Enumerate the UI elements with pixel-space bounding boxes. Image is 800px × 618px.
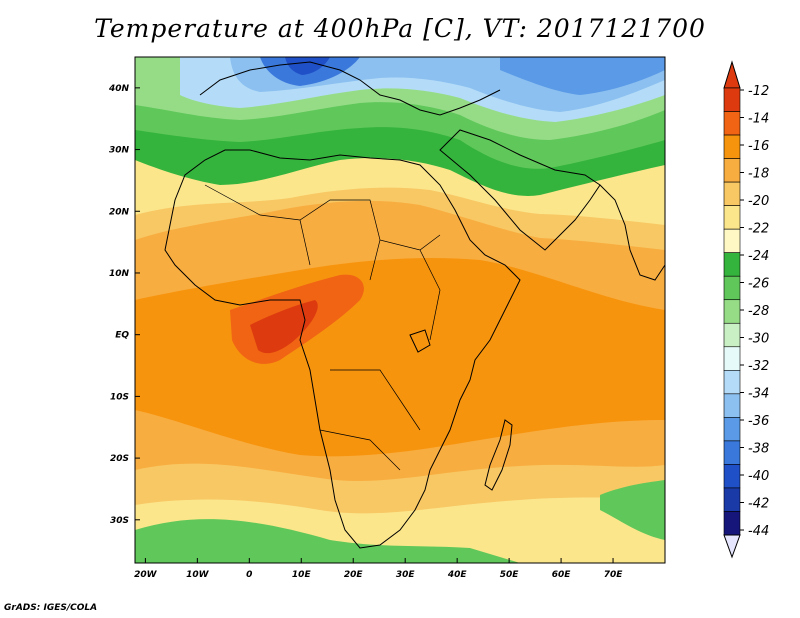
colorbar-label: -44 [748,524,769,539]
y-tick-label: 40N [108,84,130,94]
madagascar-coastline [484,419,513,491]
colorbar-swatch [723,322,741,348]
colorbar-swatch [723,158,741,183]
plot-frame [134,56,666,564]
colorbar-swatch [723,393,741,418]
x-tick-label: 70E [604,570,624,580]
colorbar-label: -40 [748,469,769,484]
colorbar-swatch [723,252,741,277]
colorbar-label: -14 [748,112,769,127]
y-tick-label: 20N [109,207,130,217]
colorbar-label: -32 [748,359,769,374]
colorbar-label: -42 [748,497,769,512]
colorbar-swatch [723,275,741,301]
colorbar-top-arrow [723,60,741,89]
colorbar-swatch [723,134,741,159]
colorbar-label: -30 [748,332,769,347]
colorbar-swatch [723,464,741,489]
field-red-core [250,300,318,354]
colorbar-swatch [723,111,741,136]
x-tick-label: 60E [552,570,572,580]
field-south-green-east [600,480,665,540]
x-tick-label: 40E [447,570,468,580]
colorbar: -12 -14 -16 -18 -20 -22 -24 -26 -28 -30 -32 -34 -36 -… [723,60,769,559]
colorbar-label: -36 [748,414,769,429]
x-tick-label: 50E [500,570,520,580]
colorbar-swatch [723,181,741,206]
field-south-green [135,519,520,563]
colorbar-swatch [723,87,741,112]
x-tick-label: 20W [134,570,158,580]
colorbar-swatch [723,417,741,442]
arabia-coastline [439,129,601,251]
colorbar-label: -16 [748,139,769,154]
grads-credit: GrADS: IGES/COLA [4,603,98,613]
colorbar-swatch [723,299,741,324]
colorbar-swatch [723,346,741,371]
africa-coastline [164,149,521,549]
colorbar-swatch [723,205,741,230]
colorbar-label: -26 [748,277,769,292]
y-tick-label: 20S [110,454,129,464]
colorbar-label: -38 [748,442,769,457]
europe-coastline [199,61,501,116]
internal-borders [204,184,441,471]
colorbar-bottom-arrow [723,534,741,559]
colorbar-label: -12 [748,84,769,99]
field-blue-core [285,57,330,75]
colorbar-label: -18 [748,167,769,182]
india-coastline [599,184,665,281]
colorbar-swatch [723,511,741,536]
colorbar-label: -24 [748,249,769,264]
x-tick-label: 0 [246,570,252,580]
field-blue-east [500,57,665,95]
coastlines [164,61,665,549]
colorbar-label: -22 [748,222,769,237]
lake-victoria [409,329,431,353]
axis-ticks: 20W 10W 0 10E 20E 30E 40E 50E 60E 70E 40N 30N 20N 10N… [108,84,623,580]
colorbar-swatch [723,370,741,395]
x-tick-label: 20E [344,570,364,580]
colorbar-swatch [723,228,741,253]
colorbar-swatch [723,487,741,512]
x-tick-label: 30E [396,570,416,580]
x-tick-label: 10W [186,570,210,580]
colorbar-swatch [723,440,741,465]
map-title: Temperature at 400hPa [C], VT: 201712170… [94,14,706,43]
temperature-field [135,57,665,563]
y-tick-label: EQ [115,331,129,341]
colorbar-label: -20 [748,194,769,209]
y-tick-label: 30N [109,146,130,156]
y-tick-label: 10N [109,269,130,279]
y-tick-label: 30S [110,516,129,526]
colorbar-label: -28 [748,304,769,319]
colorbar-label: -34 [748,387,769,402]
x-tick-label: 10E [292,570,312,580]
y-tick-label: 10S [110,392,129,402]
